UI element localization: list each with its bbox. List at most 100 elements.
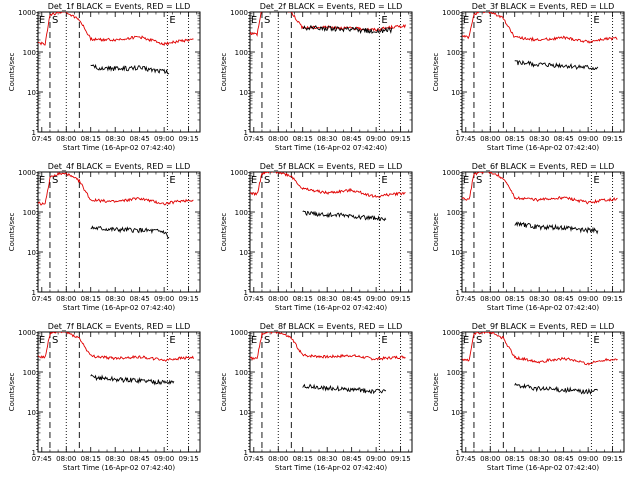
x-tick-label: 08:45 bbox=[130, 455, 150, 463]
marker-label: E bbox=[381, 15, 387, 26]
x-tick-label: 08:15 bbox=[293, 295, 313, 303]
marker-label: S bbox=[476, 15, 482, 26]
marker-label: S bbox=[264, 15, 270, 26]
y-tick-label: 100 bbox=[447, 369, 460, 377]
y-tick-label: 100 bbox=[23, 209, 36, 217]
lld-series-line bbox=[462, 12, 618, 44]
marker-label: E bbox=[39, 15, 45, 26]
x-tick-label: 09:15 bbox=[390, 295, 410, 303]
x-tick-label: 08:45 bbox=[554, 455, 574, 463]
y-tick-label: 10 bbox=[451, 249, 460, 257]
events-series-line bbox=[514, 60, 599, 71]
x-tick-label: 07:45 bbox=[244, 455, 264, 463]
x-tick-label: 08:45 bbox=[130, 295, 150, 303]
y-tick-label: 100 bbox=[23, 49, 36, 57]
marker-label: E bbox=[39, 175, 45, 186]
events-series-line bbox=[514, 382, 599, 395]
x-axis-label: Start Time (16-Apr-02 07:42:40) bbox=[275, 304, 387, 312]
x-tick-label: 08:00 bbox=[480, 135, 500, 143]
plot-frame bbox=[37, 171, 201, 293]
x-tick-label: 09:00 bbox=[154, 455, 174, 463]
y-tick-label: 100 bbox=[23, 369, 36, 377]
series-group bbox=[250, 332, 406, 395]
x-tick-label: 08:30 bbox=[529, 295, 549, 303]
x-tick-label: 09:15 bbox=[178, 135, 198, 143]
lld-series-line bbox=[38, 12, 194, 47]
x-tick-label: 08:15 bbox=[81, 295, 101, 303]
marker-label: E bbox=[251, 175, 257, 186]
x-tick-label: 08:45 bbox=[554, 295, 574, 303]
x-tick-label: 08:30 bbox=[317, 135, 337, 143]
x-tick-label: 08:00 bbox=[56, 135, 76, 143]
x-tick-label: 09:00 bbox=[154, 295, 174, 303]
marker-label: S bbox=[476, 335, 482, 346]
x-tick-label: 08:15 bbox=[81, 135, 101, 143]
series-group bbox=[250, 12, 406, 37]
marker-label: S bbox=[52, 175, 58, 186]
marker-label: E bbox=[381, 335, 387, 346]
marker-label: E bbox=[169, 15, 175, 26]
marker-label: S bbox=[476, 175, 482, 186]
series-group bbox=[250, 172, 406, 222]
y-axis-label: Counts/sec bbox=[8, 213, 16, 252]
x-tick-label: 08:45 bbox=[342, 455, 362, 463]
marker-label: E bbox=[593, 15, 599, 26]
marker-label: E bbox=[463, 335, 469, 346]
y-tick-label: 1 bbox=[456, 129, 460, 137]
x-tick-label: 08:00 bbox=[480, 295, 500, 303]
series-group bbox=[462, 12, 618, 71]
y-axis-label: Counts/sec bbox=[8, 373, 16, 412]
plot-frame bbox=[249, 171, 413, 293]
x-tick-label: 08:45 bbox=[130, 135, 150, 143]
y-tick-label: 10 bbox=[239, 89, 248, 97]
x-tick-label: 08:15 bbox=[505, 295, 525, 303]
x-tick-label: 08:00 bbox=[56, 295, 76, 303]
x-tick-label: 08:00 bbox=[268, 455, 288, 463]
y-tick-label: 1000 bbox=[230, 329, 248, 337]
x-tick-label: 07:45 bbox=[32, 135, 52, 143]
x-tick-label: 09:15 bbox=[602, 295, 622, 303]
x-axis-label: Start Time (16-Apr-02 07:42:40) bbox=[487, 464, 599, 472]
x-tick-label: 09:15 bbox=[602, 455, 622, 463]
x-tick-label: 08:00 bbox=[268, 295, 288, 303]
x-axis-label: Start Time (16-Apr-02 07:42:40) bbox=[63, 304, 175, 312]
x-tick-label: 08:00 bbox=[268, 135, 288, 143]
panel-title: Det_9f BLACK = Events, RED = LLD bbox=[472, 322, 615, 331]
series-group bbox=[38, 332, 194, 386]
y-tick-label: 1000 bbox=[18, 9, 36, 17]
x-tick-label: 07:45 bbox=[456, 295, 476, 303]
lld-series-line bbox=[38, 332, 194, 362]
y-axis-label: Counts/sec bbox=[220, 53, 228, 92]
y-tick-label: 100 bbox=[447, 49, 460, 57]
x-tick-label: 08:30 bbox=[317, 455, 337, 463]
plot-frame bbox=[249, 331, 413, 453]
x-axis-label: Start Time (16-Apr-02 07:42:40) bbox=[63, 144, 175, 152]
panel-title: Det_3f BLACK = Events, RED = LLD bbox=[472, 2, 615, 11]
panel-title: Det_4f BLACK = Events, RED = LLD bbox=[48, 162, 191, 171]
x-tick-label: 08:30 bbox=[317, 295, 337, 303]
series-group bbox=[462, 172, 618, 235]
x-tick-label: 08:15 bbox=[505, 135, 525, 143]
events-series-line bbox=[302, 383, 387, 395]
x-tick-label: 08:30 bbox=[105, 135, 125, 143]
lld-series-line bbox=[250, 12, 406, 37]
y-tick-label: 10 bbox=[239, 409, 248, 417]
y-axis-label: Counts/sec bbox=[220, 213, 228, 252]
marker-label: S bbox=[52, 335, 58, 346]
y-tick-label: 1000 bbox=[18, 169, 36, 177]
x-tick-label: 08:15 bbox=[293, 135, 313, 143]
y-tick-label: 10 bbox=[451, 409, 460, 417]
x-tick-label: 08:30 bbox=[529, 455, 549, 463]
y-tick-label: 1 bbox=[244, 449, 248, 457]
x-tick-label: 09:00 bbox=[578, 135, 598, 143]
y-tick-label: 1 bbox=[456, 449, 460, 457]
lld-series-line bbox=[250, 172, 406, 199]
y-tick-label: 1 bbox=[244, 129, 248, 137]
plot-frame bbox=[37, 331, 201, 453]
marker-label: S bbox=[264, 335, 270, 346]
events-series-line bbox=[90, 225, 170, 239]
x-axis-label: Start Time (16-Apr-02 07:42:40) bbox=[275, 464, 387, 472]
events-series-line bbox=[514, 221, 599, 235]
series-group bbox=[38, 172, 194, 239]
events-series-line bbox=[302, 210, 387, 222]
